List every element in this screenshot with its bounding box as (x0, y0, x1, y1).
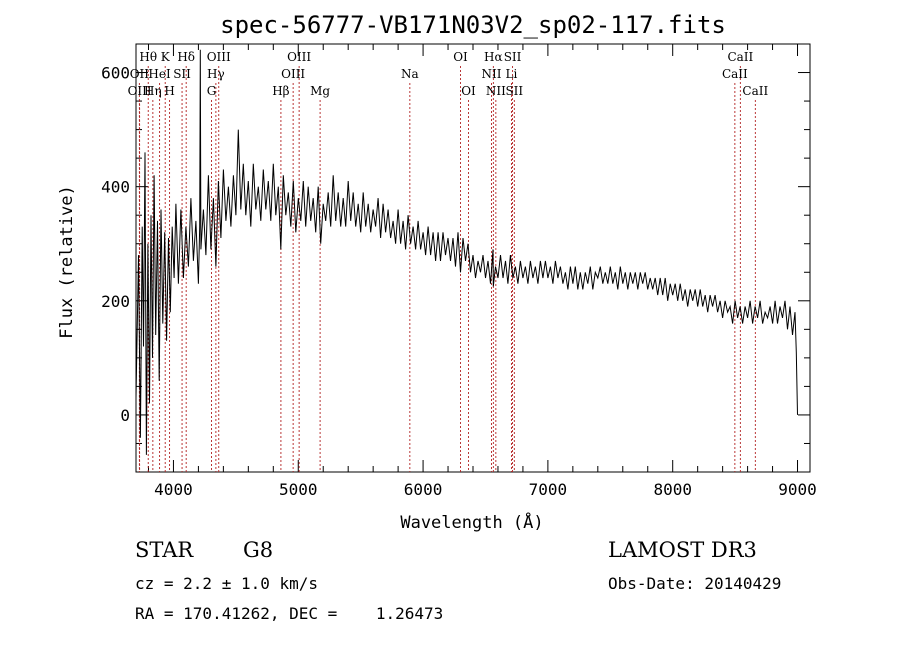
ra-dec: RA = 170.41262, DEC = 1.26473 (135, 604, 444, 623)
line-marker-label: Hα (484, 50, 503, 64)
line-marker-label: G (207, 84, 217, 98)
emission-line-markers: Hθ OII OIII K HeI Hη Hδ SII H OIII Hγ G OIII OIII Hβ Mg… (128, 50, 768, 472)
obs-date: Obs-Date: 20140429 (608, 574, 782, 593)
x-tick-label: 8000 (653, 480, 692, 499)
x-axis-label: Wavelength (Å) (400, 511, 543, 533)
chart-title: spec-56777-VB171N03V2_sp02-117.fits (220, 11, 726, 39)
y-tick-label: 600 (101, 64, 130, 83)
x-tick-label: 5000 (279, 480, 318, 499)
line-marker-label: Li (506, 67, 518, 81)
line-marker-label: OIII (287, 50, 311, 64)
line-marker-label: CaII (727, 50, 753, 64)
line-marker-label: Hθ (139, 50, 157, 64)
object-class: STAR (135, 538, 194, 562)
spectrum-line (135, 49, 798, 455)
line-marker-label: Hδ (177, 50, 195, 64)
x-tick-label: 6000 (404, 480, 443, 499)
line-marker-label: NII (481, 67, 501, 81)
line-marker-label: OI (453, 50, 468, 64)
y-tick-label: 400 (101, 178, 130, 197)
line-marker-label: H (164, 84, 174, 98)
line-marker-label: Na (401, 67, 419, 81)
line-marker-label: Hβ (272, 84, 289, 98)
line-marker-label: NII (486, 84, 506, 98)
line-marker-label: Hγ (207, 67, 225, 81)
y-axis-label: Flux (relative) (57, 185, 77, 339)
line-marker-label: CaII (742, 84, 768, 98)
line-marker-label: CaII (722, 67, 748, 81)
x-tick-label: 9000 (778, 480, 817, 499)
survey-name: LAMOST DR3 (608, 538, 757, 562)
line-marker-label: SII (504, 50, 522, 64)
x-tick-label: 4000 (154, 480, 193, 499)
line-marker-label: HeI (148, 67, 171, 81)
line-marker-label: Mg (310, 84, 330, 98)
redshift-cz: cz = 2.2 ± 1.0 km/s (135, 574, 319, 593)
line-marker-label: Hη (144, 84, 162, 98)
line-marker-label: K (161, 50, 171, 64)
line-marker-label: SII (505, 84, 523, 98)
line-marker-label: OIII (281, 67, 305, 81)
line-marker-label: OIII (207, 50, 231, 64)
line-marker-label: SII (173, 67, 191, 81)
x-tick-label: 7000 (529, 480, 568, 499)
line-marker-label: OIII (128, 84, 152, 98)
y-tick-label: 0 (120, 406, 130, 425)
line-marker-label: OI (461, 84, 476, 98)
line-marker-label: OII (130, 67, 150, 81)
y-tick-label: 200 (101, 292, 130, 311)
axes: 4000 5000 6000 7000 8000 9000 0 200 400 600 (101, 43, 817, 499)
spectrum-series (135, 49, 798, 455)
object-subclass: G8 (243, 538, 274, 562)
